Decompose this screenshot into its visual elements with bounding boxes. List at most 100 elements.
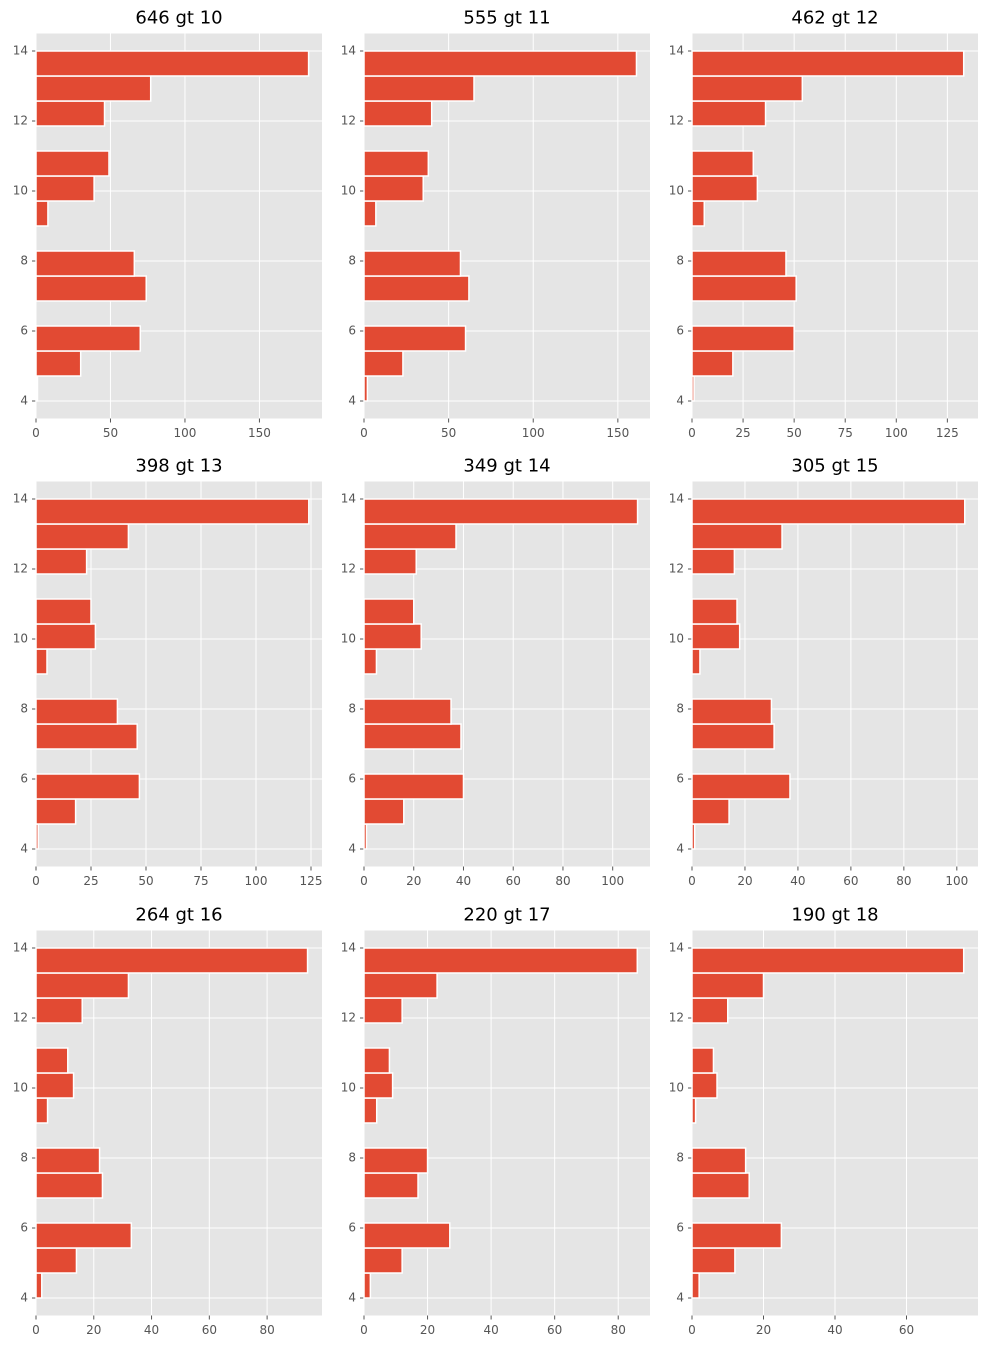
x-tick-label: 20 [756, 1323, 771, 1337]
bar [35, 50, 310, 77]
x-tick-label: 0 [688, 874, 696, 888]
bar [35, 498, 310, 525]
bar [35, 1272, 43, 1299]
x-tick-label: 20 [420, 1323, 435, 1337]
bar [691, 175, 759, 202]
bar [35, 325, 142, 352]
x-tick-label: 20 [406, 874, 421, 888]
y-tick-label: 6 [676, 772, 684, 786]
bar [363, 275, 470, 302]
y-tick-label: 4 [676, 842, 684, 856]
y-tick-label: 12 [341, 562, 356, 576]
y-tick-label: 14 [13, 492, 28, 506]
bar [35, 1047, 69, 1074]
bar [35, 548, 88, 575]
y-tick-label: 6 [676, 1221, 684, 1235]
y-tick-label: 10 [13, 184, 28, 198]
bar [363, 75, 475, 102]
bar [691, 723, 775, 750]
bar [363, 723, 462, 750]
bar [691, 50, 965, 77]
bar [363, 200, 377, 227]
bar [691, 972, 765, 999]
bar [35, 1097, 49, 1124]
y-tick-label: 8 [676, 702, 684, 716]
bar [35, 250, 136, 277]
x-tick-label: 100 [522, 426, 545, 440]
panel: 398 gt 13 0 25 50 75 100 125 4 6 8 10 12 14 [13, 456, 323, 889]
bar [691, 1047, 715, 1074]
x-tick-label: 80 [896, 874, 911, 888]
y-tick-label: 6 [676, 324, 684, 338]
bar [363, 1272, 372, 1299]
bar [691, 325, 795, 352]
chart-title: 190 gt 18 [791, 905, 878, 926]
x-tick-label: 60 [506, 874, 521, 888]
bar [691, 698, 773, 725]
y-tick-label: 10 [13, 632, 28, 646]
x-tick-label: 50 [441, 426, 456, 440]
x-tick-label: 0 [32, 874, 40, 888]
bar [691, 200, 706, 227]
bar [35, 1247, 78, 1274]
y-tick-label: 4 [348, 1291, 356, 1305]
panel: 264 gt 16 0 20 40 60 80 4 6 8 10 12 14 [13, 905, 322, 1337]
bar [363, 1247, 403, 1274]
x-tick-label: 60 [899, 1323, 914, 1337]
y-tick-label: 6 [348, 324, 356, 338]
bar [35, 648, 48, 675]
x-tick-label: 0 [32, 1323, 40, 1337]
y-tick-label: 6 [20, 772, 28, 786]
y-tick-label: 10 [13, 1081, 28, 1095]
chart-title: 349 gt 14 [463, 456, 550, 477]
bar [691, 150, 755, 177]
bar [35, 375, 39, 402]
y-tick-label: 12 [669, 114, 684, 128]
panel: 349 gt 14 0 20 40 60 80 100 4 6 8 10 12 14 [341, 456, 650, 888]
panel: 305 gt 15 0 20 40 60 80 100 4 6 8 10 12 14 [669, 456, 978, 888]
y-tick-label: 6 [20, 324, 28, 338]
y-tick-label: 6 [348, 1221, 356, 1235]
x-tick-label: 40 [456, 874, 471, 888]
bar [363, 773, 465, 800]
y-tick-label: 14 [669, 492, 684, 506]
x-tick-label: 100 [601, 874, 624, 888]
bar [35, 1147, 101, 1174]
bar [691, 350, 734, 377]
panel: 190 gt 18 0 20 40 60 4 6 8 10 12 14 [669, 905, 978, 1337]
bar [691, 823, 696, 850]
x-tick-label: 60 [843, 874, 858, 888]
y-tick-label: 10 [669, 1081, 684, 1095]
bar [691, 1097, 697, 1124]
bar [35, 150, 110, 177]
x-tick-label: 40 [827, 1323, 842, 1337]
y-tick-label: 8 [348, 254, 356, 268]
bar [35, 823, 39, 850]
chart-title: 555 gt 11 [463, 8, 550, 29]
bar [691, 275, 797, 302]
bar [35, 1172, 104, 1199]
bar [691, 798, 730, 825]
bar [363, 1047, 391, 1074]
bar [363, 523, 457, 550]
y-tick-label: 8 [348, 702, 356, 716]
y-tick-label: 10 [669, 184, 684, 198]
x-tick-label: 0 [688, 1323, 696, 1337]
bar [35, 947, 309, 974]
y-tick-label: 8 [20, 702, 28, 716]
bar [35, 175, 95, 202]
x-tick-label: 100 [174, 426, 197, 440]
x-tick-label: 0 [360, 1323, 368, 1337]
x-tick-label: 60 [202, 1323, 217, 1337]
y-tick-label: 10 [669, 632, 684, 646]
panel: 220 gt 17 0 20 40 60 80 4 6 8 10 12 14 [341, 905, 650, 1337]
bar [363, 598, 415, 625]
panel: 462 gt 12 0 25 50 75 100 125 4 6 8 10 12 14 [669, 8, 978, 440]
panel: 555 gt 11 0 50 100 150 4 6 8 10 12 14 [341, 8, 650, 440]
y-tick-label: 12 [341, 1011, 356, 1025]
y-tick-label: 14 [341, 44, 356, 58]
y-tick-label: 10 [341, 632, 356, 646]
bar [691, 947, 965, 974]
bar [691, 648, 701, 675]
